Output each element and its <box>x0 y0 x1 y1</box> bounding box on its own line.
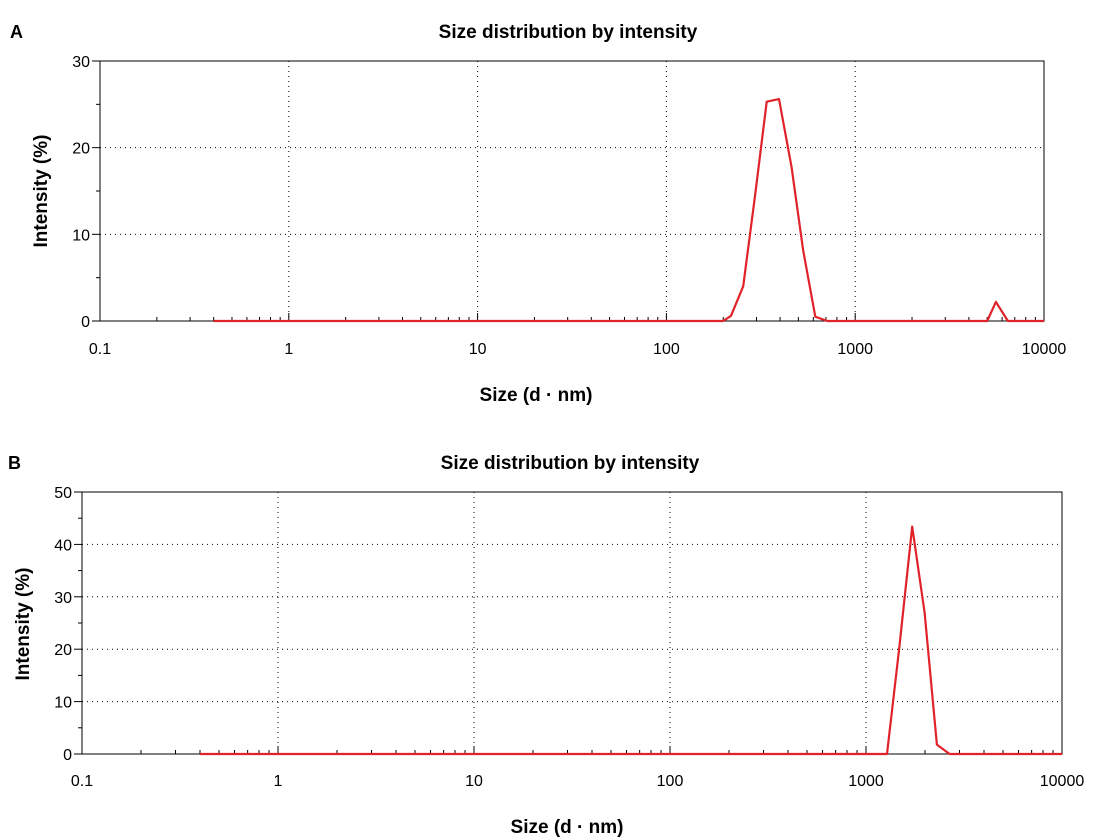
x-tick-label: 0.1 <box>71 773 93 790</box>
y-tick-label: 0 <box>81 314 90 331</box>
x-tick-label: 1 <box>284 341 293 358</box>
y-axis-label: Intensity (%) <box>13 568 34 681</box>
chart-title: Size distribution by intensity <box>439 22 698 43</box>
y-tick-label: 30 <box>54 590 72 607</box>
panel-label: B <box>8 453 21 473</box>
x-tick-label: 1 <box>274 773 283 790</box>
x-tick-label: 1000 <box>848 773 884 790</box>
x-axis-label: Size (d · nm) <box>511 817 624 838</box>
panel-b: B Size distribution by intensity Size (d… <box>8 453 1084 838</box>
y-tick-label: 0 <box>63 747 72 764</box>
y-axis-label: Intensity (%) <box>31 135 52 248</box>
y-tick-label: 50 <box>54 485 72 502</box>
x-tick-label: 100 <box>653 341 680 358</box>
x-tick-label: 10000 <box>1040 773 1085 790</box>
x-tick-label: 10 <box>465 773 483 790</box>
plot-frame <box>99 60 1045 322</box>
series-line <box>200 525 1062 756</box>
y-tick-label: 20 <box>54 642 72 659</box>
x-tick-label: 10000 <box>1022 341 1067 358</box>
y-tick-label: 20 <box>72 141 90 158</box>
series-line <box>213 97 1044 323</box>
y-tick-label: 30 <box>72 54 90 71</box>
plot-frame <box>81 491 1063 755</box>
panel-label: A <box>10 22 23 42</box>
x-tick-label: 100 <box>657 773 684 790</box>
panel-a: A Size distribution by intensity Size (d… <box>10 22 1066 406</box>
x-tick-label: 1000 <box>837 341 873 358</box>
x-tick-label: 10 <box>469 341 487 358</box>
y-tick-label: 10 <box>72 227 90 244</box>
x-tick-label: 0.1 <box>89 341 111 358</box>
chart-title: Size distribution by intensity <box>441 453 700 474</box>
x-axis-label: Size (d · nm) <box>480 385 593 406</box>
y-tick-label: 40 <box>54 537 72 554</box>
y-tick-label: 10 <box>54 695 72 712</box>
